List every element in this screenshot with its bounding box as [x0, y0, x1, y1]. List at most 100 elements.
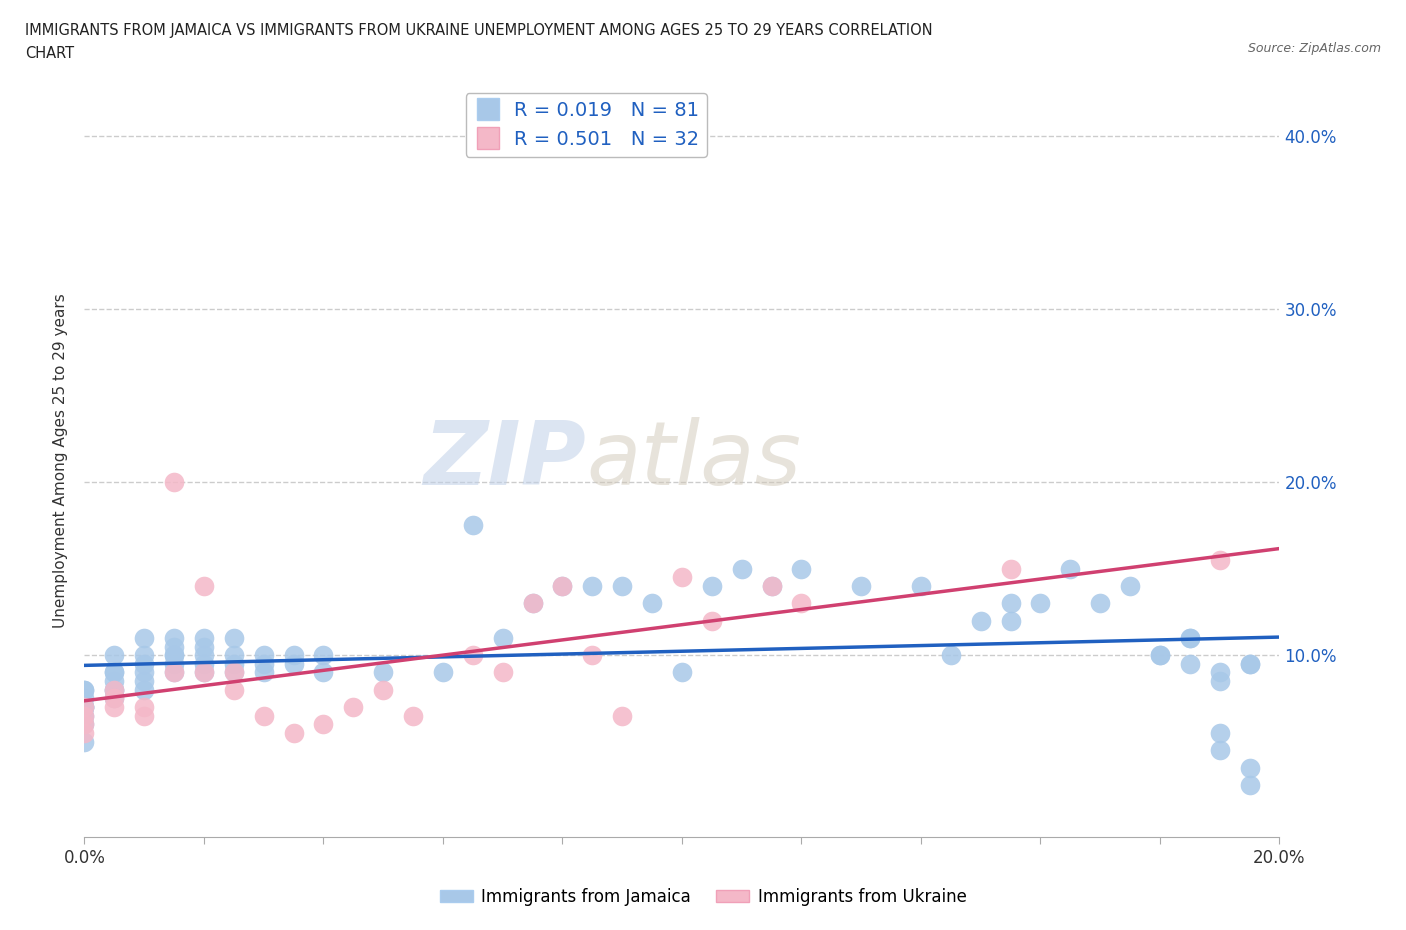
Point — [73, 699, 96, 714]
Point — [222, 665, 245, 680]
Point — [970, 613, 993, 628]
Point — [73, 735, 96, 750]
Point — [132, 673, 156, 688]
Point — [551, 578, 574, 593]
Point — [700, 613, 723, 628]
Point — [193, 665, 215, 680]
Point — [193, 578, 215, 593]
Point — [193, 665, 215, 680]
Point — [731, 561, 754, 576]
Point — [132, 699, 156, 714]
Point — [103, 691, 125, 706]
Point — [222, 665, 245, 680]
Point — [222, 657, 245, 671]
Point — [283, 725, 305, 740]
Point — [73, 699, 96, 714]
Point — [103, 665, 125, 680]
Point — [1000, 561, 1022, 576]
Point — [671, 570, 693, 585]
Point — [1000, 596, 1022, 611]
Point — [581, 647, 603, 662]
Point — [73, 709, 96, 724]
Point — [1029, 596, 1052, 611]
Point — [132, 709, 156, 724]
Point — [1208, 665, 1232, 680]
Point — [790, 596, 813, 611]
Point — [73, 691, 96, 706]
Point — [461, 518, 484, 533]
Point — [312, 717, 335, 732]
Point — [193, 631, 215, 645]
Point — [103, 673, 125, 688]
Point — [163, 657, 186, 671]
Point — [163, 639, 186, 654]
Point — [1178, 631, 1201, 645]
Text: CHART: CHART — [25, 46, 75, 61]
Point — [1000, 613, 1022, 628]
Point — [132, 665, 156, 680]
Text: ZIP: ZIP — [423, 417, 586, 504]
Point — [939, 647, 962, 662]
Point — [103, 683, 125, 698]
Point — [103, 683, 125, 698]
Point — [910, 578, 932, 593]
Point — [1239, 761, 1261, 776]
Point — [193, 657, 215, 671]
Point — [1208, 552, 1232, 567]
Point — [492, 631, 515, 645]
Point — [1090, 596, 1112, 611]
Point — [610, 578, 633, 593]
Point — [1208, 743, 1232, 758]
Point — [671, 665, 693, 680]
Point — [700, 578, 723, 593]
Point — [283, 647, 305, 662]
Point — [103, 683, 125, 698]
Point — [432, 665, 454, 680]
Point — [312, 647, 335, 662]
Point — [1178, 657, 1201, 671]
Point — [551, 578, 574, 593]
Point — [103, 665, 125, 680]
Point — [1119, 578, 1142, 593]
Point — [849, 578, 872, 593]
Point — [1149, 647, 1171, 662]
Point — [103, 691, 125, 706]
Point — [73, 683, 96, 698]
Point — [761, 578, 783, 593]
Point — [132, 657, 156, 671]
Point — [1239, 657, 1261, 671]
Point — [193, 639, 215, 654]
Point — [761, 578, 783, 593]
Point — [73, 683, 96, 698]
Point — [163, 474, 186, 489]
Point — [581, 578, 603, 593]
Point — [222, 683, 245, 698]
Point — [1208, 673, 1232, 688]
Point — [1239, 657, 1261, 671]
Text: atlas: atlas — [586, 418, 801, 503]
Point — [163, 665, 186, 680]
Point — [610, 709, 633, 724]
Point — [522, 596, 544, 611]
Point — [73, 717, 96, 732]
Point — [461, 647, 484, 662]
Legend: Immigrants from Jamaica, Immigrants from Ukraine: Immigrants from Jamaica, Immigrants from… — [433, 881, 973, 912]
Point — [163, 631, 186, 645]
Y-axis label: Unemployment Among Ages 25 to 29 years: Unemployment Among Ages 25 to 29 years — [53, 293, 69, 628]
Point — [253, 709, 276, 724]
Point — [1239, 777, 1261, 792]
Point — [163, 647, 186, 662]
Point — [132, 683, 156, 698]
Point — [1208, 725, 1232, 740]
Point — [163, 665, 186, 680]
Point — [73, 709, 96, 724]
Legend: R = 0.019   N = 81, R = 0.501   N = 32: R = 0.019 N = 81, R = 0.501 N = 32 — [465, 93, 707, 156]
Point — [73, 717, 96, 732]
Text: Source: ZipAtlas.com: Source: ZipAtlas.com — [1247, 42, 1381, 55]
Point — [103, 647, 125, 662]
Point — [253, 647, 276, 662]
Point — [73, 725, 96, 740]
Point — [73, 699, 96, 714]
Point — [253, 657, 276, 671]
Point — [103, 699, 125, 714]
